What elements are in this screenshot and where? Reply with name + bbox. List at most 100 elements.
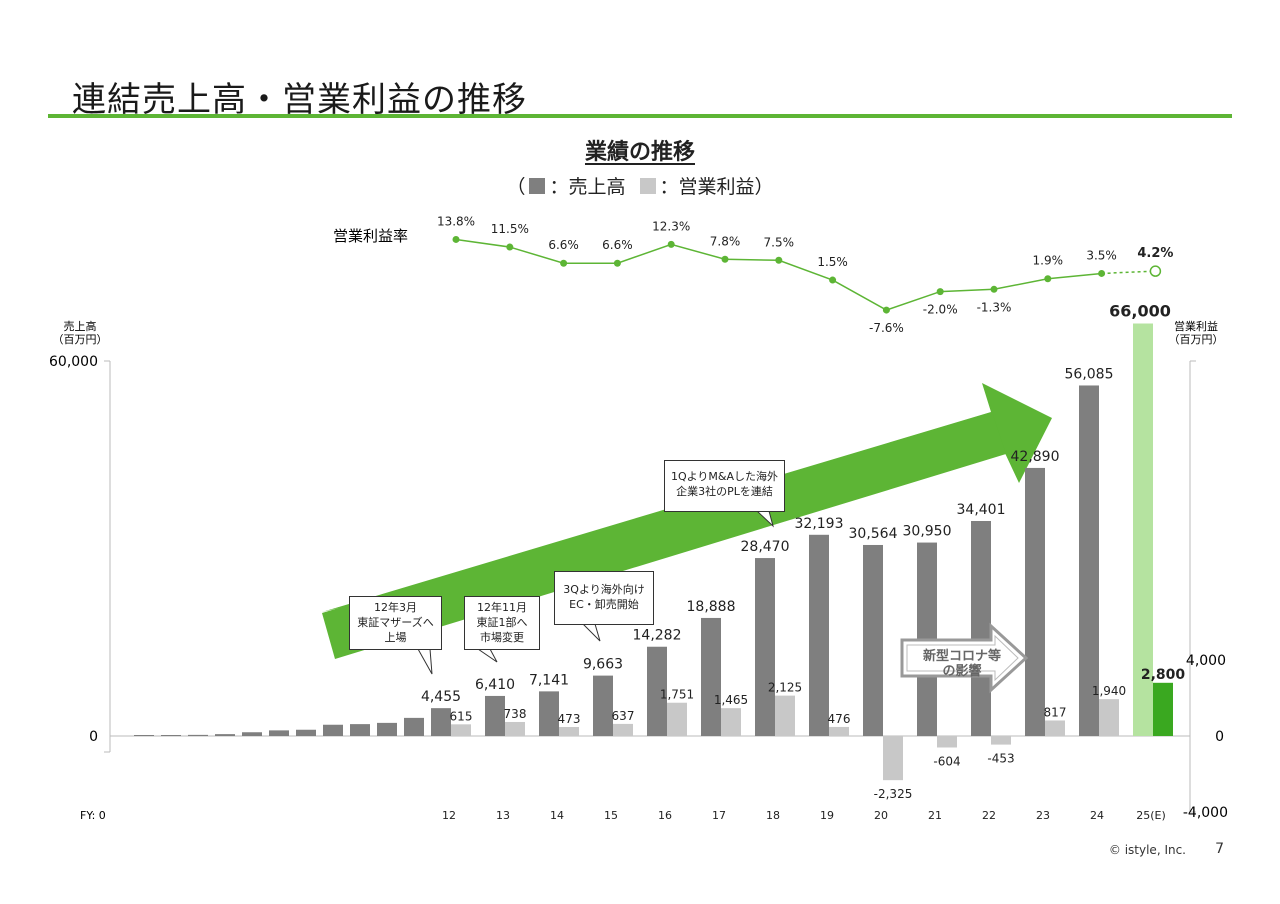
callout-tail-overseas [581, 623, 601, 642]
profit-bar [505, 721, 525, 736]
profit-value-label: 2,125 [768, 681, 802, 695]
callout-tail-mothers [417, 648, 433, 675]
title-rule [48, 114, 1232, 118]
margin-point [882, 306, 890, 314]
x-tick-label: 22 [982, 809, 996, 822]
early-sales-bar [350, 724, 370, 736]
sales-value-label: 56,085 [1065, 366, 1114, 382]
x-tick-label: 17 [712, 809, 726, 822]
margin-value-label: 12.3% [652, 219, 690, 233]
left-axis-label-1: 売上高 [64, 319, 97, 333]
margin-value-label: 7.8% [710, 234, 741, 248]
profit-value-label: -604 [933, 754, 960, 768]
margin-value-label: 6.6% [602, 238, 633, 252]
slide-title: 連結売上高・営業利益の推移 [72, 80, 527, 120]
early-sales-bar [215, 734, 235, 736]
margin-value-label: 1.5% [817, 255, 848, 269]
profit-bar [721, 708, 741, 736]
margin-point [775, 256, 783, 264]
x-tick-label: 21 [928, 809, 942, 822]
left-axis-label-2: （百万円） [53, 333, 108, 346]
x-tick-label: 15 [604, 809, 618, 822]
copyright: © istyle, Inc. [1108, 843, 1186, 857]
x-tick-label: 25(E) [1136, 809, 1166, 822]
x-first-label: FY: 0 [80, 809, 106, 822]
callout-first-line2: 東証1部へ [476, 616, 528, 629]
margin-point [990, 285, 998, 293]
chart-title: 業績の推移 [0, 134, 1280, 166]
covid-line-1: 新型コロナ等 [923, 648, 1001, 664]
sales-bar [701, 617, 721, 736]
margin-point [1098, 269, 1106, 277]
profit-bar [613, 723, 633, 736]
x-tick-label: 24 [1090, 809, 1104, 822]
x-tick-label: 13 [496, 809, 510, 822]
sales-value-label: 9,663 [583, 657, 623, 673]
callout-ma: 1QよりM&Aした海外 企業3社のPLを連結 [664, 460, 785, 512]
margin-value-label: 3.5% [1086, 248, 1117, 262]
profit-value-label: -2,325 [874, 787, 913, 801]
profit-bar [1099, 699, 1119, 736]
margin-point [560, 259, 568, 267]
profit-value-label: -453 [987, 752, 1014, 766]
x-tick-label: 16 [658, 809, 672, 822]
profit-bar [775, 695, 795, 736]
callout-mothers-line1: 12年3月 [374, 601, 417, 614]
margin-value-label: -2.0% [923, 303, 958, 317]
profit-bar [991, 736, 1011, 745]
profit-value-label: 615 [450, 709, 473, 723]
sales-bar [1133, 323, 1153, 736]
left-tick-60000: 60,000 [49, 354, 98, 370]
right-tick-4000: 4,000 [1186, 653, 1226, 669]
sales-bar [539, 691, 559, 736]
profit-bar [1153, 682, 1173, 736]
sales-value-label: 66,000 [1109, 302, 1171, 321]
sales-value-label: 7,141 [529, 672, 569, 688]
legend-sales-swatch [529, 178, 546, 194]
sales-value-label: 14,282 [633, 628, 682, 644]
margin-value-label: 1.9% [1033, 254, 1064, 268]
x-tick-label: 19 [820, 809, 834, 822]
sales-bar [863, 544, 883, 736]
margin-point [1044, 275, 1052, 283]
callout-overseas-line2: EC・卸売開始 [569, 598, 639, 611]
legend-sales-label: ：売上高 [549, 176, 626, 198]
legend-profit-label: ：営業利益） [659, 176, 774, 198]
margin-forecast-dash [1101, 270, 1156, 275]
profit-value-label: 476 [828, 712, 851, 726]
sales-bar [755, 558, 775, 736]
callout-overseas-line1: 3Qより海外向け [563, 583, 645, 596]
left-tick-0: 0 [89, 729, 98, 745]
sales-value-label: 42,890 [1011, 449, 1060, 465]
sales-bar [431, 708, 451, 736]
sales-value-label: 34,401 [957, 502, 1006, 518]
sales-bar [1079, 385, 1099, 736]
callout-mothers-line3: 上場 [384, 631, 407, 644]
covid-line-2: の影響 [942, 663, 981, 679]
profit-bar [559, 727, 579, 736]
early-sales-bar [404, 717, 424, 736]
margin-value-label: -1.3% [977, 300, 1012, 314]
sales-bar [971, 520, 991, 736]
early-sales-bar [134, 735, 154, 736]
margin-point [829, 276, 837, 284]
early-sales-bar [296, 729, 316, 736]
legend: （ ：売上高 ：営業利益） [0, 172, 1280, 199]
margin-value-label: 6.6% [548, 238, 579, 252]
callout-tail-first [476, 648, 498, 663]
right-axis-label-1: 営業利益 [1174, 319, 1218, 333]
margin-series-label: 営業利益率 [333, 227, 408, 245]
legend-profit-swatch [639, 178, 656, 194]
margin-value-label: 7.5% [764, 235, 795, 249]
margin-point [452, 235, 460, 243]
callout-ma-line1: 1QよりM&Aした海外 [670, 470, 779, 483]
profit-value-label: 1,940 [1092, 684, 1126, 698]
sales-value-label: 6,410 [475, 677, 515, 693]
margin-point [667, 240, 675, 248]
right-tick-0: 0 [1215, 729, 1224, 745]
margin-point [936, 288, 944, 296]
callout-mothers-line2: 東証マザーズへ [357, 616, 434, 629]
margin-point [721, 255, 729, 263]
x-tick-label: 20 [874, 809, 888, 822]
